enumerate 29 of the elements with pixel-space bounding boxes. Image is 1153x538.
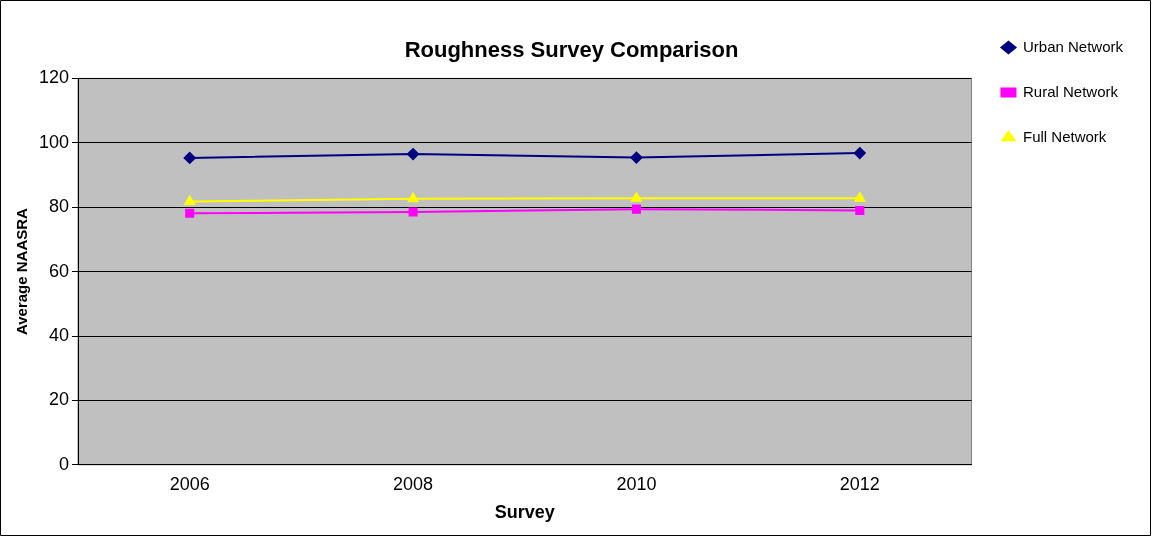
legend-label: Urban Network	[1022, 37, 1124, 55]
point	[853, 147, 866, 160]
y-axis-title: Average NAASRA	[13, 207, 31, 336]
y-tick-label: 80	[49, 196, 70, 217]
point	[184, 195, 196, 205]
point	[185, 208, 195, 218]
point	[855, 205, 865, 215]
point	[630, 151, 643, 164]
y-tick-label: 40	[49, 324, 70, 345]
x-axis-title: Survey	[494, 502, 555, 523]
point	[407, 148, 420, 161]
point	[631, 192, 642, 202]
x-tick-label: 2010	[616, 473, 657, 494]
legend-label: Full Network	[1022, 127, 1107, 145]
y-tick-label: 20	[49, 389, 70, 410]
point	[854, 192, 866, 202]
x-tick-label: 2008	[393, 473, 434, 494]
point	[183, 151, 196, 164]
x-tick-label: 2006	[169, 473, 210, 494]
point	[408, 207, 418, 217]
y-tick-label: 100	[38, 131, 70, 152]
y-tick-label: 0	[59, 453, 70, 474]
chart-title: Roughness Survey Comparison	[404, 37, 739, 63]
y-tick-label: 60	[49, 260, 70, 281]
point	[631, 204, 641, 214]
point	[407, 192, 419, 203]
x-tick-label: 2012	[839, 473, 880, 494]
legend-label: Rural Network	[1022, 82, 1119, 100]
y-tick-label: 120	[38, 67, 70, 88]
